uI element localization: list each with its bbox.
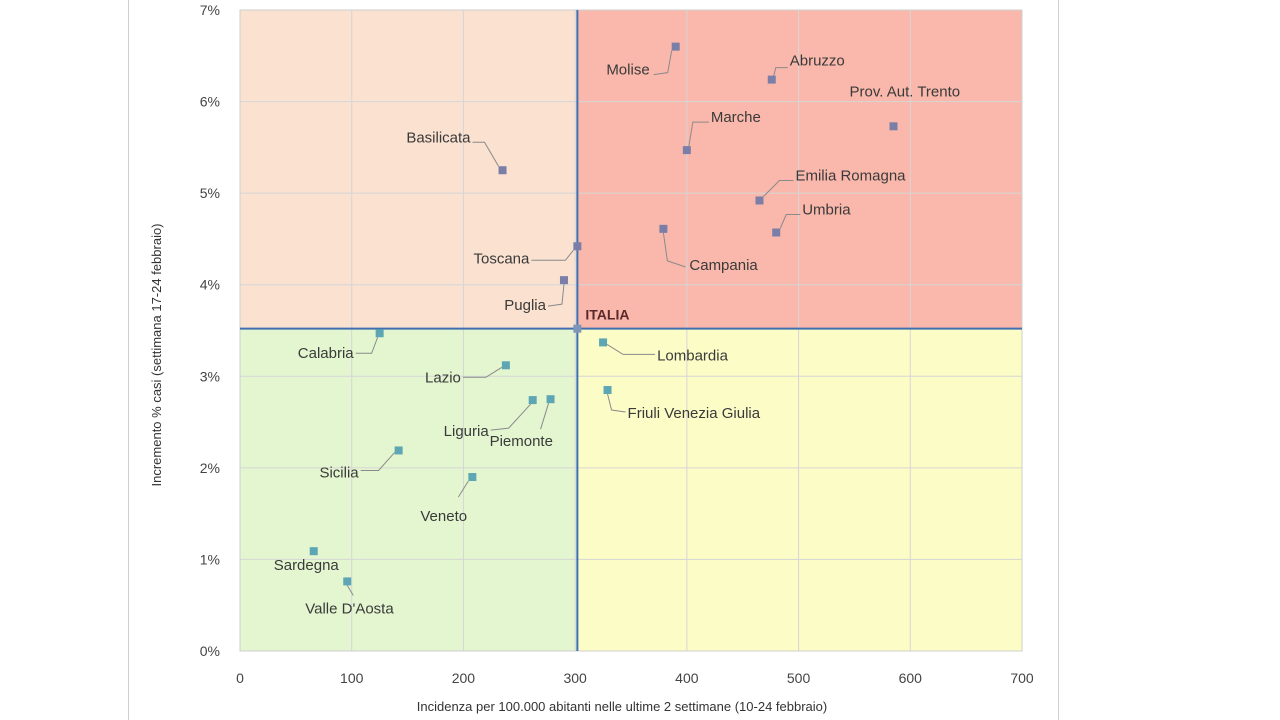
data-point-friuli-venezia-giulia — [603, 386, 612, 395]
y-axis-title: Incremento % casi (settimana 17-24 febbr… — [149, 223, 164, 486]
data-points — [309, 42, 898, 586]
data-point-basilicata — [498, 166, 507, 175]
leader-line — [360, 452, 396, 471]
data-point-veneto — [468, 473, 477, 482]
data-point-molise — [671, 42, 680, 51]
point-label: Molise — [606, 62, 649, 79]
data-point-piemonte — [546, 395, 555, 404]
leader-line — [606, 343, 656, 355]
x-tick-label: 500 — [787, 670, 811, 686]
leader-line — [472, 141, 499, 167]
x-tick-label: 100 — [340, 670, 364, 686]
data-point-sardegna — [309, 547, 318, 556]
point-label: Veneto — [420, 508, 467, 525]
point-label: Campania — [689, 257, 758, 274]
quadrant-bottom-left — [240, 328, 578, 651]
italia-label: ITALIA — [585, 307, 629, 323]
data-point-liguria — [528, 396, 537, 405]
point-label: Valle D'Aosta — [305, 600, 394, 617]
x-axis-title: Incidenza per 100.000 abitanti nelle ult… — [417, 699, 827, 714]
data-point-marche — [682, 146, 691, 155]
leader-line — [531, 249, 574, 261]
x-tick-label: 200 — [452, 670, 476, 686]
data-point-lazio — [501, 361, 510, 370]
data-point-abruzzo — [767, 75, 776, 84]
leader-line — [540, 403, 550, 430]
axis-ticks: 0 100 200 300 400 500 600 700 0% 1% 2% 3% 4% 5% 6% 7% — [200, 2, 1034, 686]
leader-line — [457, 480, 469, 498]
point-label: Liguria — [444, 423, 490, 440]
point-label: Calabria — [298, 345, 355, 362]
point-label: Friuli Venezia Giulia — [628, 405, 761, 422]
point-label: Toscana — [474, 250, 531, 267]
point-labels: ITALIA Molise Abruzzo Prov. Aut. Trento Marc… — [274, 53, 960, 618]
data-point-sicilia — [394, 446, 403, 455]
y-tick-label: 1% — [200, 551, 220, 567]
y-tick-label: 6% — [200, 94, 220, 110]
quadrant-top-left — [240, 10, 578, 329]
leader-line — [763, 179, 794, 197]
plot-border — [239, 9, 1023, 652]
leader-line — [490, 403, 532, 431]
y-tick-label: 0% — [200, 643, 220, 659]
leader-line — [607, 393, 626, 413]
y-tick-label: 7% — [200, 2, 220, 18]
data-point-valle-d-aosta — [343, 577, 352, 586]
leader-line — [653, 50, 673, 76]
quadrant-top-right — [577, 10, 1022, 329]
data-point-toscana — [573, 242, 582, 251]
x-tick-label: 400 — [675, 670, 699, 686]
x-tick-label: 700 — [1010, 670, 1034, 686]
y-tick-label: 4% — [200, 277, 220, 293]
x-tick-label: 600 — [899, 670, 923, 686]
point-label: Abruzzo — [790, 53, 845, 70]
quadrant-bottom-right — [577, 328, 1022, 651]
point-label: Lombardia — [657, 347, 729, 364]
x-tick-label: 300 — [563, 670, 587, 686]
leader-line — [462, 366, 503, 378]
point-label: Puglia — [504, 297, 546, 314]
y-tick-label: 5% — [200, 185, 220, 201]
point-label: Sicilia — [319, 464, 359, 481]
data-point-emilia-romagna — [755, 196, 764, 205]
leader-line — [688, 121, 709, 147]
point-label: Marche — [711, 109, 761, 126]
point-label: Umbria — [802, 202, 851, 219]
point-label: Sardegna — [274, 557, 340, 574]
y-tick-label: 2% — [200, 460, 220, 476]
point-label: Basilicata — [406, 129, 471, 146]
quadrant-backgrounds — [240, 10, 1022, 651]
data-point-prov-aut-trento — [889, 122, 898, 131]
leader-line — [346, 585, 354, 596]
data-point-calabria — [375, 329, 384, 338]
data-point-lombardia — [599, 338, 608, 347]
leader-line — [779, 214, 801, 229]
italia-marker — [573, 324, 582, 333]
data-point-campania — [659, 224, 668, 233]
leader-lines — [346, 50, 801, 596]
leader-line — [547, 284, 565, 307]
data-point-puglia — [559, 276, 568, 285]
point-label: Emilia Romagna — [795, 167, 906, 184]
x-tick-label: 0 — [236, 670, 244, 686]
data-point-umbria — [772, 228, 781, 237]
leader-line — [773, 67, 788, 76]
leader-line — [355, 337, 379, 354]
point-label: Piemonte — [490, 433, 553, 450]
leader-line — [662, 232, 686, 268]
point-label: Prov. Aut. Trento — [850, 83, 961, 100]
point-label: Lazio — [425, 369, 461, 386]
y-tick-label: 3% — [200, 368, 220, 384]
